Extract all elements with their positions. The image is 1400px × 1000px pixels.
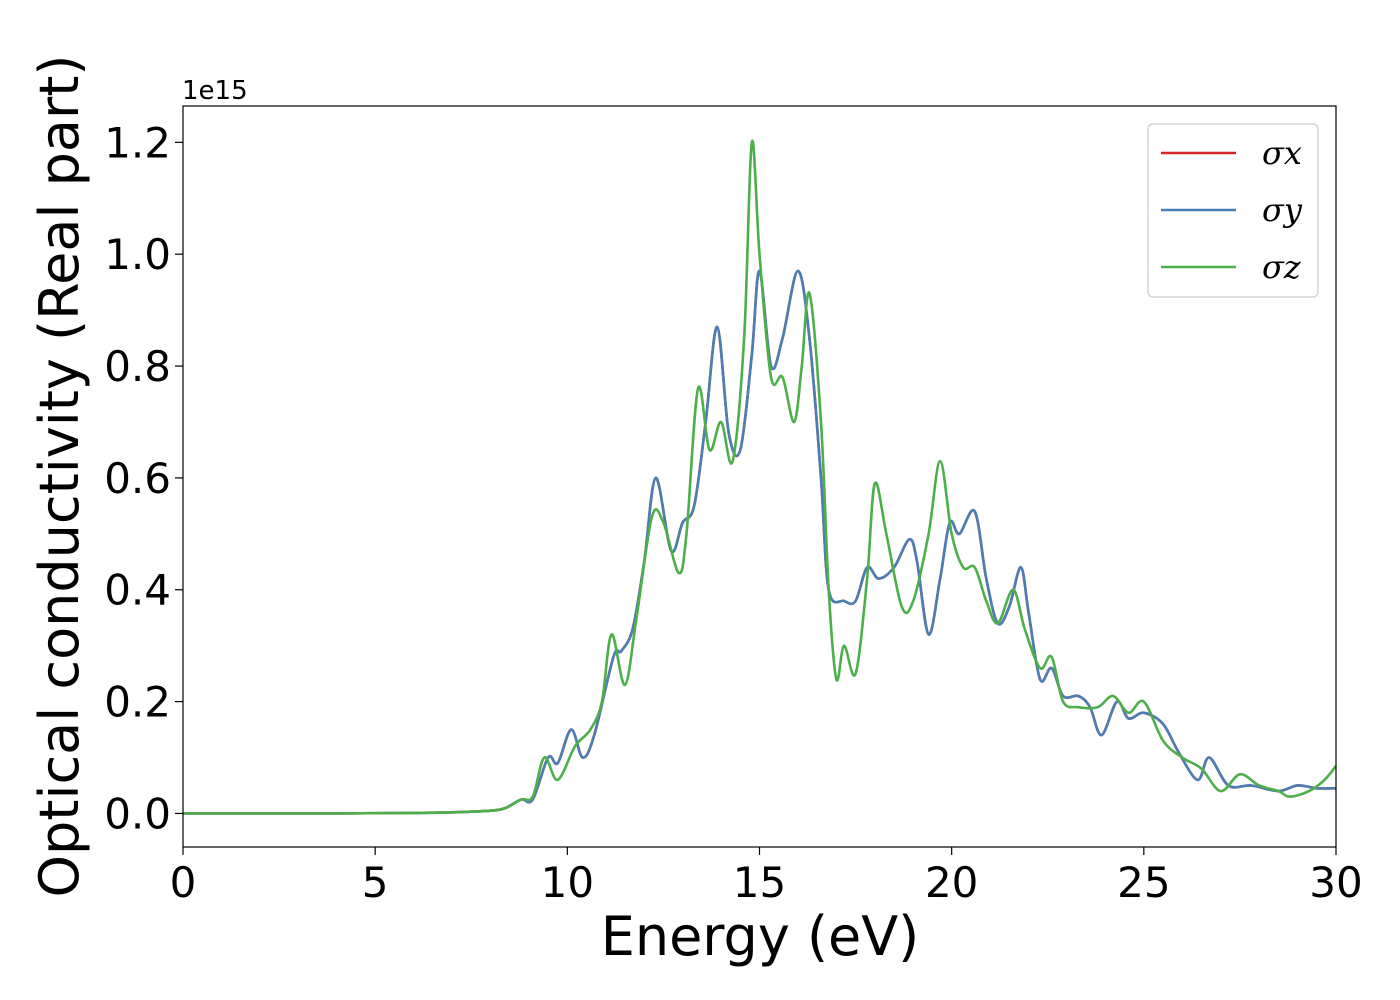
y-tick-label: 1.2	[104, 118, 171, 167]
legend-label: σz	[1262, 248, 1302, 286]
y-tick-label: 0.2	[104, 678, 171, 727]
legend-label: σy	[1262, 191, 1303, 229]
y-tick-label: 0.6	[104, 454, 171, 503]
plot-area: 0 5 10 15 20 25 30 0.0 0.2 0.4 0.6 0.8 1.0 1.2	[104, 105, 1363, 907]
legend-label: σx	[1262, 134, 1302, 172]
x-tick-label: 5	[362, 858, 389, 907]
series-line-sigma-y	[183, 269, 1336, 815]
x-tick-label: 0	[170, 858, 197, 907]
x-tick-label: 15	[733, 858, 786, 907]
y-tick-label: 0.0	[104, 789, 171, 838]
legend: σx σy σz	[1147, 123, 1319, 298]
y-tick-label: 0.4	[104, 566, 171, 615]
y-offset-label: 1e15	[182, 76, 248, 106]
y-axis-label: Optical conductivity (Real part)	[28, 55, 91, 898]
x-tick-label: 30	[1309, 858, 1362, 907]
series-line-sigma-z	[183, 139, 1336, 815]
series-group	[183, 139, 1336, 815]
x-tick-label: 20	[925, 858, 978, 907]
x-tick-label: 10	[541, 858, 594, 907]
x-tick-label: 25	[1117, 858, 1170, 907]
x-axis-label: Energy (eV)	[601, 905, 920, 968]
y-tick-label: 1.0	[104, 230, 171, 279]
y-tick-label: 0.8	[104, 342, 171, 391]
series-line-sigma-x	[183, 269, 1336, 815]
